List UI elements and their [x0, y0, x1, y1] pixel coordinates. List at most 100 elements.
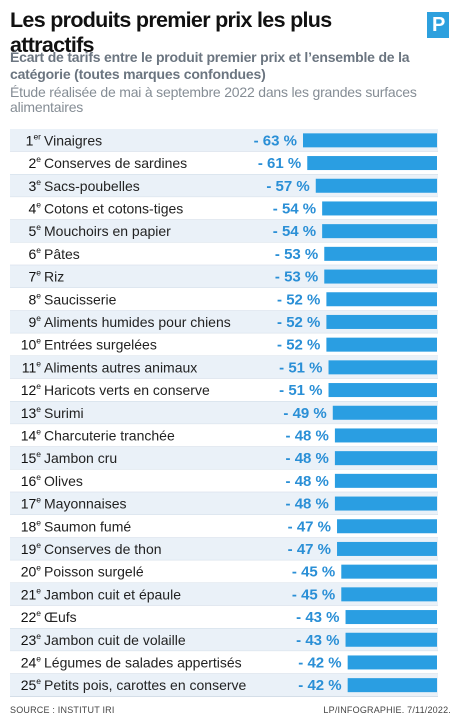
publisher-logo-icon: P: [427, 12, 449, 38]
rank-suffix: e: [36, 608, 41, 618]
value-label: - 47 %: [288, 518, 331, 535]
category-label: Saucisserie: [44, 291, 117, 307]
value-label: - 42 %: [298, 654, 341, 671]
bar: [337, 519, 437, 534]
category-label: Pâtes: [44, 246, 80, 262]
category-label: Mouchoirs en papier: [44, 223, 171, 239]
value-label: - 48 %: [286, 473, 329, 490]
category-label: Conserves de thon: [44, 541, 162, 557]
study-note: Étude réalisée de mai à septembre 2022 d…: [10, 84, 417, 115]
row-background: [10, 514, 438, 538]
bar: [334, 496, 437, 511]
category-label: Entrées surgelées: [44, 337, 157, 353]
value-label: - 43 %: [296, 609, 339, 626]
rank-suffix: e: [36, 313, 41, 323]
rank-label: 17e: [21, 495, 42, 512]
bar: [334, 428, 437, 443]
category-label: Jambon cuit et épaule: [44, 586, 181, 602]
row-background: [10, 605, 438, 629]
bar: [324, 269, 437, 284]
category-label: Aliments autres animaux: [44, 359, 197, 375]
value-label: - 49 %: [283, 405, 326, 422]
category-label: Aliments humides pour chiens: [44, 314, 231, 330]
chart-title: Les produits premier prix les plus attra…: [10, 8, 332, 57]
row-background: [10, 424, 438, 447]
value-label: - 45 %: [292, 564, 335, 581]
value-label: - 52 %: [277, 291, 320, 308]
rank-label: 15e: [21, 449, 42, 466]
rank-label: 10e: [21, 336, 42, 353]
rank-suffix: e: [36, 631, 41, 641]
value-label: - 52 %: [277, 337, 320, 354]
bar: [328, 360, 437, 375]
bar: [303, 133, 437, 148]
value-label: - 52 %: [277, 314, 320, 331]
category-label: Conserves de sardines: [44, 155, 187, 171]
category-label: Petits pois, carottes en conserve: [44, 677, 247, 693]
bar: [334, 473, 437, 488]
category-label: Riz: [44, 269, 64, 285]
rank-label: 20e: [21, 563, 42, 580]
bar: [326, 314, 437, 329]
bar: [307, 156, 437, 171]
rank-label: 12e: [21, 381, 42, 398]
rank-suffix: e: [36, 404, 41, 414]
row-background: [10, 651, 438, 674]
category-label: Œufs: [44, 609, 77, 625]
rank-label: 24e: [21, 653, 42, 670]
rank-label: 19e: [21, 540, 42, 557]
rank-suffix: er: [33, 131, 41, 141]
category-label: Vinaigres: [44, 132, 102, 148]
bar: [345, 632, 437, 647]
rank-suffix: e: [36, 585, 41, 595]
rank-suffix: e: [36, 358, 41, 368]
rank-suffix: e: [36, 177, 41, 187]
credit-note: LP/INFOGRAPHIE. 7/11/2022.: [323, 705, 451, 715]
rank-suffix: e: [36, 222, 41, 232]
rank-suffix: e: [36, 336, 41, 346]
rank-suffix: e: [36, 495, 41, 505]
bar-chart: 1er Vinaigres - 63 %2e Conserves de sardine…: [10, 129, 438, 697]
value-label: - 61 %: [258, 155, 301, 172]
category-label: Saumon fumé: [44, 518, 131, 534]
row-background: [10, 446, 438, 470]
rank-suffix: e: [36, 154, 41, 164]
row-background: [10, 469, 438, 493]
value-label: - 53 %: [275, 246, 318, 263]
chart-subtitle: Écart de tarifs entre le produit premier…: [10, 49, 410, 82]
category-label: Surimi: [44, 405, 84, 421]
value-label: - 43 %: [296, 632, 339, 649]
category-label: Charcuterie tranchée: [44, 427, 175, 443]
rank-label: 21e: [21, 585, 42, 602]
row-background: [10, 401, 438, 425]
bar: [345, 610, 437, 625]
bar: [322, 201, 437, 216]
row-background: [10, 492, 438, 515]
bar: [341, 587, 437, 602]
rank-label: 22e: [21, 608, 42, 625]
bar: [326, 337, 437, 352]
category-label: Poisson surgelé: [44, 564, 144, 580]
rank-suffix: e: [36, 676, 41, 686]
value-label: - 45 %: [292, 586, 335, 603]
value-label: - 53 %: [275, 269, 318, 286]
value-label: - 48 %: [286, 496, 329, 513]
value-label: - 51 %: [279, 359, 322, 376]
rank-label: 16e: [21, 472, 42, 489]
row-background: [10, 673, 438, 697]
rank-suffix: e: [36, 472, 41, 482]
category-label: Jambon cuit de volaille: [44, 632, 186, 648]
value-label: - 42 %: [298, 677, 341, 694]
rank-suffix: e: [36, 653, 41, 663]
row-background: [10, 537, 438, 561]
bar: [315, 178, 437, 193]
row-background: [10, 560, 438, 583]
rank-suffix: e: [36, 268, 41, 278]
value-label: - 54 %: [273, 223, 316, 240]
rank-suffix: e: [36, 563, 41, 573]
rank-label: 25e: [21, 676, 42, 693]
bar: [341, 564, 437, 579]
bar: [322, 224, 437, 239]
bar: [328, 383, 437, 398]
row-background: [10, 583, 438, 606]
